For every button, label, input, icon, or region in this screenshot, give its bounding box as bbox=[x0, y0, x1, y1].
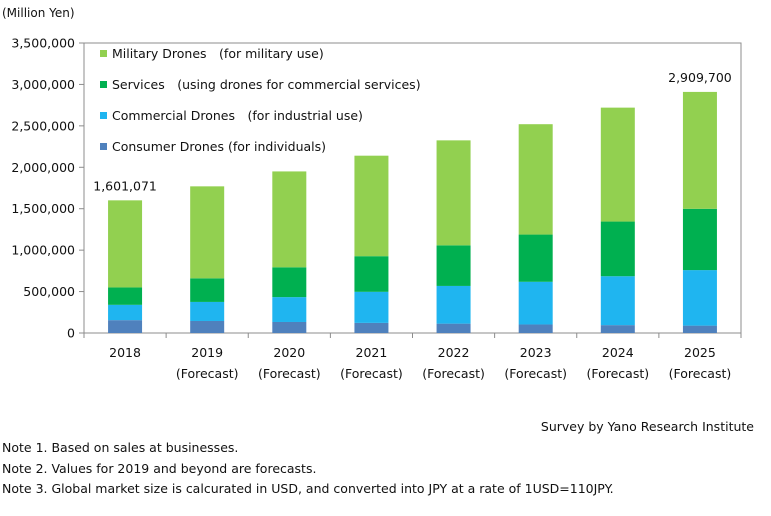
legend-swatch bbox=[100, 81, 107, 88]
bar-segment-3 bbox=[682, 208, 717, 271]
legend-label: Military Drones (for military use) bbox=[112, 46, 324, 61]
data-label: 2,909,700 bbox=[668, 70, 732, 85]
y-tick-label: 3,500,000 bbox=[11, 36, 75, 51]
legend: Military Drones (for military use) Servic… bbox=[100, 46, 421, 154]
data-labels: 1,601,071 2,909,700 bbox=[93, 70, 732, 193]
x-tick-label: (Forecast) bbox=[340, 366, 403, 381]
note-line: Note 2. Values for 2019 and beyond are f… bbox=[2, 460, 317, 476]
x-tick-label: 2021 bbox=[356, 345, 388, 360]
bar-segment-3 bbox=[354, 256, 389, 292]
x-tick-label: (Forecast) bbox=[176, 366, 239, 381]
bar-segment-2 bbox=[190, 301, 225, 321]
bar-segment-3 bbox=[436, 245, 471, 286]
bar-segment-4 bbox=[600, 107, 635, 222]
bar-segment-2 bbox=[682, 270, 717, 326]
y-tick-label: 1,500,000 bbox=[11, 201, 75, 216]
bar-segment-2 bbox=[354, 291, 389, 323]
bar-segment-4 bbox=[682, 91, 717, 209]
x-axis: 2018 2019 (Forecast) 2020 (Forecast) 2021 (For… bbox=[109, 345, 731, 381]
y-tick-label: 0 bbox=[67, 326, 75, 341]
x-tick-label: (Forecast) bbox=[669, 366, 732, 381]
bar-segment-2 bbox=[436, 285, 471, 324]
bar-segment-2 bbox=[518, 281, 553, 325]
legend-swatch bbox=[100, 50, 107, 57]
y-tick-label: 1,000,000 bbox=[11, 243, 75, 258]
x-tick-label: 2020 bbox=[273, 345, 305, 360]
bar-segment-1 bbox=[108, 320, 143, 333]
y-tick-label: 3,000,000 bbox=[11, 77, 75, 92]
data-label: 1,601,071 bbox=[93, 178, 157, 193]
bar-segment-3 bbox=[600, 221, 635, 277]
bar-segment-3 bbox=[518, 234, 553, 282]
x-tick-label: 2022 bbox=[438, 345, 470, 360]
bar-segment-2 bbox=[600, 276, 635, 326]
y-tick-label: 500,000 bbox=[23, 284, 75, 299]
bar-segment-4 bbox=[190, 186, 225, 279]
x-tick-label: 2024 bbox=[602, 345, 634, 360]
bar-segment-2 bbox=[108, 304, 143, 321]
y-axis: 0 500,000 1,000,000 1,500,000 2,000,000 2,500… bbox=[11, 36, 84, 341]
legend-label: Consumer Drones (for individuals) bbox=[112, 139, 326, 154]
x-tick-label: (Forecast) bbox=[258, 366, 321, 381]
bar-segment-1 bbox=[682, 325, 717, 333]
bar-segment-3 bbox=[190, 278, 225, 302]
bar-segment-4 bbox=[272, 171, 307, 268]
y-axis-unit-label: (Million Yen) bbox=[2, 6, 75, 20]
legend-label: Services (using drones for commercial se… bbox=[112, 77, 421, 92]
legend-swatch bbox=[100, 112, 107, 119]
bar-segment-4 bbox=[436, 140, 471, 246]
bar-segment-4 bbox=[518, 124, 553, 235]
x-tick-label: (Forecast) bbox=[586, 366, 649, 381]
bar-segment-4 bbox=[354, 155, 389, 257]
x-tick-label: 2025 bbox=[684, 345, 716, 360]
bar-segment-4 bbox=[108, 200, 143, 288]
y-tick-label: 2,000,000 bbox=[11, 160, 75, 175]
notes: Note 1. Based on sales at businesses. No… bbox=[2, 438, 614, 500]
x-tick-label: 2023 bbox=[520, 345, 552, 360]
x-tick-label: 2019 bbox=[191, 345, 223, 360]
note-line: Note 3. Global market size is calcurated… bbox=[2, 481, 614, 496]
bar-segment-1 bbox=[518, 324, 553, 333]
bar-segment-1 bbox=[272, 321, 307, 333]
bar-stacks bbox=[83, 91, 742, 338]
y-tick-label: 2,500,000 bbox=[11, 118, 75, 133]
x-tick-label: (Forecast) bbox=[504, 366, 567, 381]
bar-segment-2 bbox=[272, 297, 307, 322]
bar-segment-1 bbox=[600, 325, 635, 333]
note-line: Note 1. Based on sales at businesses. bbox=[2, 440, 239, 455]
legend-label: Commercial Drones (for industrial use) bbox=[112, 108, 363, 123]
x-tick-label: (Forecast) bbox=[422, 366, 485, 381]
bar-segment-3 bbox=[272, 267, 307, 298]
bar-segment-1 bbox=[190, 320, 225, 333]
bar-segment-1 bbox=[354, 322, 389, 333]
source-credit: Survey by Yano Research Institute bbox=[540, 419, 754, 434]
bar-segment-3 bbox=[108, 287, 143, 305]
bar-segment-1 bbox=[436, 323, 471, 333]
legend-swatch bbox=[100, 143, 107, 150]
x-tick-label: 2018 bbox=[109, 345, 141, 360]
